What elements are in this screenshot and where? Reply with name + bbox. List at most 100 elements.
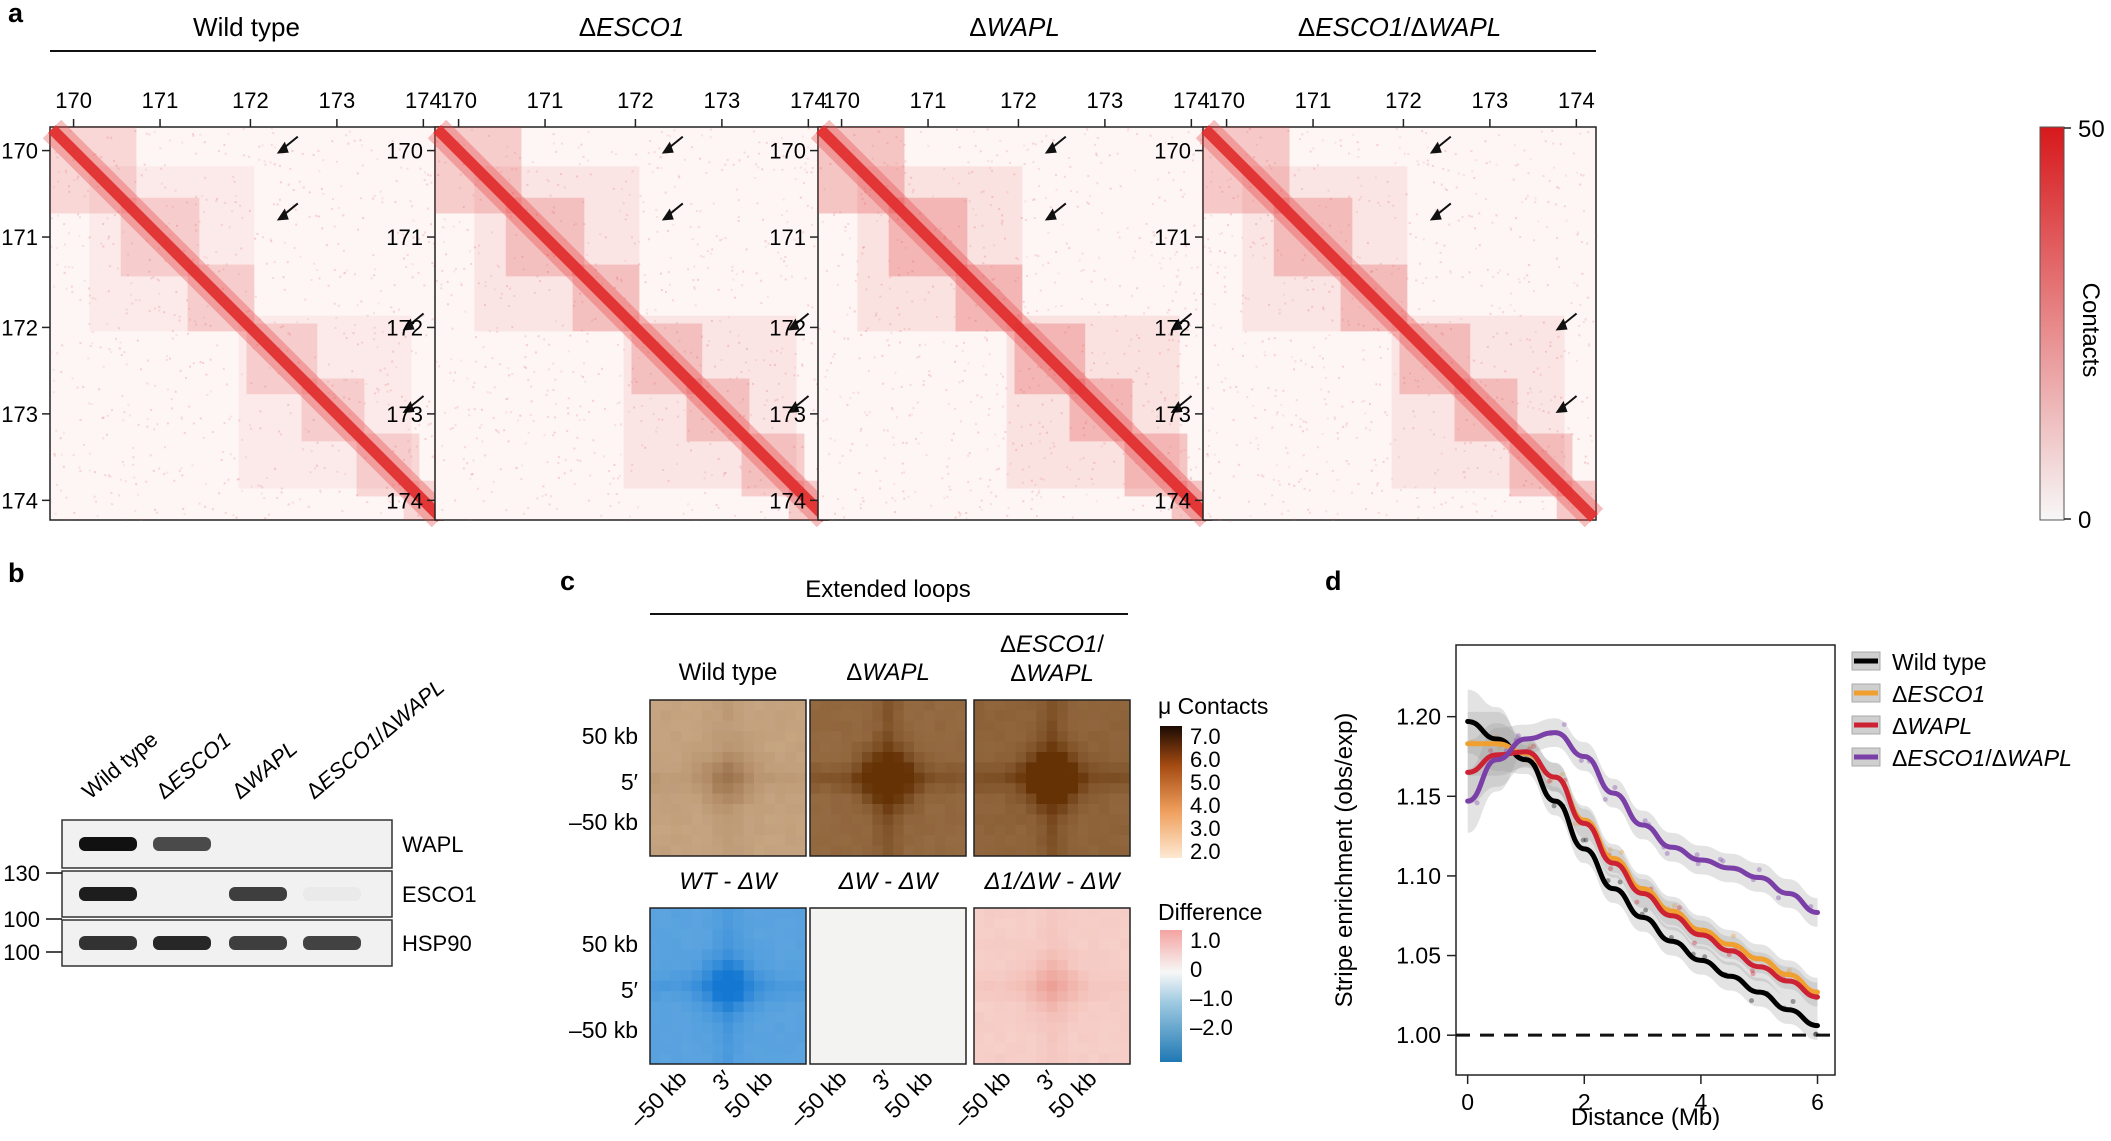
legend-contacts-tick: 6.0: [1190, 747, 1221, 772]
legend-difference-tick: 1.0: [1190, 928, 1221, 953]
blot-band: [229, 936, 287, 950]
legend-item: ΔESCO1/ΔWAPL: [1851, 745, 2072, 771]
data-point: [1730, 933, 1736, 939]
legend-contacts-title: μ Contacts: [1158, 693, 1268, 719]
hic-y-tick-label: 174: [1154, 488, 1191, 513]
x-tick-label: 0: [1461, 1089, 1474, 1115]
apa-x-label: 50 kb: [719, 1065, 777, 1123]
panel-letter-b: b: [8, 558, 25, 588]
y-tick-label: 1.00: [1396, 1022, 1441, 1048]
hic-y-tick-label: 173: [1, 402, 38, 427]
blot-band: [79, 837, 137, 851]
apa-y-label: 50 kb: [582, 723, 638, 749]
hic-x-tick-label: 171: [910, 88, 947, 113]
data-point: [1546, 778, 1552, 784]
data-point: [1694, 852, 1700, 858]
data-point: [1643, 907, 1649, 913]
apa-bottom-title: ΔW - ΔW: [838, 868, 940, 895]
blot-band: [229, 887, 287, 901]
plot-area: [1455, 644, 1836, 1076]
hic-map-1: Wild type 170 170 171 171 172 172 173 173 174 174: [1, 12, 451, 528]
hic-map-4: ΔESCO1/ΔWAPL 170 170 171 171 172 172 173 173 174 1…: [1154, 12, 1604, 528]
confidence-band: [1467, 711, 1818, 1007]
data-point: [1583, 837, 1589, 843]
blot-strip-wapl: WAPL: [61, 819, 464, 869]
hic-title: ΔESCO1/ΔWAPL: [1298, 12, 1501, 42]
blot-lane-label: ΔESCO1: [151, 727, 235, 804]
hic-y-tick-label: 174: [1, 488, 38, 513]
blot-mw-marker: 130: [3, 861, 40, 886]
apa-top-title: Wild type: [679, 659, 778, 686]
confidence-band: [1467, 723, 1818, 1012]
hic-x-tick-label: 170: [1208, 88, 1245, 113]
data-point: [1717, 856, 1723, 862]
hic-x-tick-label: 172: [617, 88, 654, 113]
panel-d-stripe-chart: 0 2 4 6 1.00 1.05 1.10 1.15 1.20 Distance (Mb) Str…: [1331, 644, 2072, 1131]
hic-x-tick-label: 173: [319, 88, 356, 113]
blot-strip-esco1: ESCO1: [61, 870, 477, 918]
data-point: [1750, 971, 1756, 977]
panel-c-title: Extended loops: [805, 576, 970, 603]
legend-difference-tick: –2.0: [1190, 1015, 1233, 1040]
apa-x-label: 50 kb: [1043, 1065, 1101, 1123]
data-point: [1559, 771, 1565, 777]
legend-label: ΔESCO1: [1892, 681, 1985, 707]
hic-x-tick-label: 173: [704, 88, 741, 113]
hic-x-tick-label: 170: [823, 88, 860, 113]
blot-lane-label: Wild type: [77, 727, 162, 804]
series-line-2: [1465, 749, 1821, 1000]
data-point: [1602, 796, 1608, 802]
apa-heatmap: [809, 907, 967, 1065]
hic-y-tick-label: 173: [769, 402, 806, 427]
data-point: [1572, 821, 1578, 827]
legend-label: Wild type: [1892, 649, 1987, 675]
x-tick-label: 2: [1578, 1089, 1591, 1115]
hic-y-tick-label: 171: [769, 225, 806, 250]
apa-heatmap: [649, 699, 807, 857]
apa-y-label: 50 kb: [582, 931, 638, 957]
data-point: [1672, 903, 1678, 909]
apa-bottom-title: Δ1/ΔW - ΔW: [984, 868, 1122, 895]
apa-heatmap: [973, 699, 1131, 857]
hic-x-tick-label: 172: [1000, 88, 1037, 113]
data-point: [1551, 803, 1557, 809]
legend-contacts-tick: 2.0: [1190, 839, 1221, 864]
hic-x-tick-label: 174: [405, 88, 442, 113]
data-point: [1474, 800, 1480, 806]
series-line-0: [1465, 718, 1821, 1029]
hic-title: Wild type: [193, 12, 300, 42]
hic-x-tick-label: 171: [142, 88, 179, 113]
apa-y-label: 5′: [621, 769, 638, 795]
x-tick-label: 4: [1694, 1089, 1707, 1115]
hic-x-tick-label: 174: [790, 88, 827, 113]
data-point: [1676, 905, 1682, 911]
panel-a-hic-maps: Wild type 170 170 171 171 172 172 173 173 174 174 Δ…: [1, 12, 1604, 528]
y-tick-label: 1.05: [1396, 943, 1441, 969]
data-point: [1612, 785, 1618, 791]
data-point: [1756, 867, 1762, 873]
blot-band: [153, 936, 211, 950]
hic-y-tick-label: 172: [1154, 315, 1191, 340]
apa-x-label: –50 kb: [784, 1065, 851, 1132]
hic-y-tick-label: 170: [1154, 139, 1191, 164]
hic-y-tick-label: 174: [769, 488, 806, 513]
data-point: [1813, 1031, 1819, 1037]
legend-difference-tick: 0: [1190, 957, 1202, 982]
apa-y-label: 5′: [621, 977, 638, 1003]
blot-band: [303, 936, 361, 950]
data-point: [1776, 895, 1782, 901]
data-point: [1634, 899, 1640, 905]
hic-y-tick-label: 173: [386, 402, 423, 427]
data-point: [1749, 998, 1755, 1004]
data-point: [1530, 743, 1536, 749]
data-point: [1642, 818, 1648, 824]
hic-title: ΔESCO1: [579, 12, 685, 42]
data-point: [1619, 849, 1625, 855]
panel-letter-d: d: [1325, 566, 1342, 596]
hic-x-tick-label: 171: [1295, 88, 1332, 113]
contacts-colorbar: [2039, 126, 2065, 521]
confidence-band: [1467, 689, 1818, 1040]
blot-strip-hsp90: HSP90: [61, 919, 472, 967]
legend-difference-tick: –1.0: [1190, 986, 1233, 1011]
blot-band: [303, 887, 361, 901]
